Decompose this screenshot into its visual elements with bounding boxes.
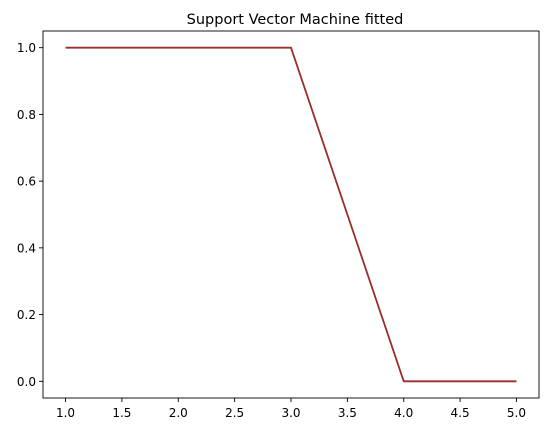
y-tick-label: 0.4	[17, 241, 36, 255]
series-line	[65, 46, 517, 383]
x-tick-label: 4.0	[394, 406, 413, 420]
y-axis: 0.0 0.2 0.4 0.6 0.8 1.0	[17, 41, 43, 389]
chart-title: Support Vector Machine fitted	[187, 12, 404, 28]
y-tick-label: 0.8	[17, 108, 36, 122]
y-tick-label: 0.0	[17, 375, 36, 389]
x-tick-label: 3.5	[338, 406, 357, 420]
y-tick-label: 1.0	[17, 41, 36, 55]
y-tick-label: 0.2	[17, 308, 36, 322]
x-tick-label: 5.0	[507, 406, 526, 420]
y-tick-label: 0.6	[17, 175, 36, 189]
x-tick-label: 1.0	[56, 406, 75, 420]
x-axis: 1.0 1.5 2.0 2.5 3.0 3.5 4.0 4.5 5.0	[56, 398, 526, 420]
x-tick-label: 1.5	[112, 406, 131, 420]
x-tick-label: 2.0	[169, 406, 188, 420]
axes-frame	[42, 30, 540, 399]
x-tick-label: 4.5	[451, 406, 470, 420]
x-tick-label: 3.0	[281, 406, 300, 420]
series-layer	[65, 46, 517, 383]
x-tick-label: 2.5	[225, 406, 244, 420]
plot-area: 1.0 1.5 2.0 2.5 3.0 3.5 4.0 4.5 5.0 0.0 0.2 0.4 0.6…	[17, 30, 540, 420]
